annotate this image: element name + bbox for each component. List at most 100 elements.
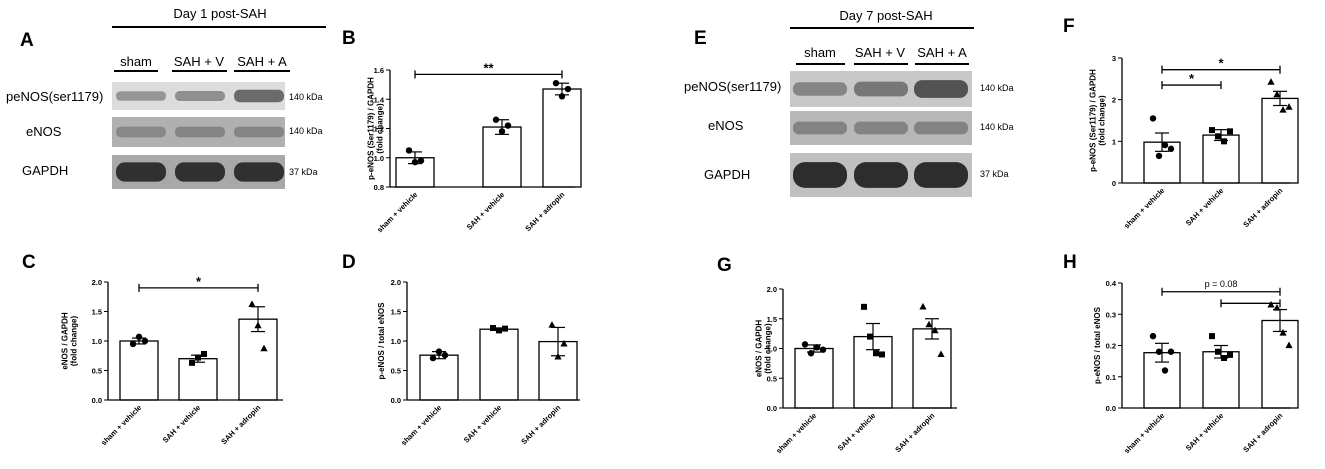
chart-panel-c: C 0.0 0.5 1.0 1.5 2.0 eNOS / GAPDH (fold chang…: [22, 252, 283, 447]
data-point: [1227, 351, 1233, 358]
data-point: [490, 325, 496, 332]
bar: [479, 328, 519, 401]
blot-panel-a: A Day 1 post-SAH sham SAH + V SAH + A pe…: [6, 6, 326, 189]
x-category-label: sham + vehicle: [774, 411, 818, 455]
chart-panel-d: D 0.0 0.5 1.0 1.5 2.0 p-eNOS / total eNOS sham…: [342, 252, 580, 447]
data-point: [1267, 78, 1275, 85]
y-tick-label: 1.0: [391, 337, 401, 346]
data-point: [260, 344, 268, 352]
y-tick-label: 0.5: [391, 367, 401, 376]
bar: [419, 354, 459, 401]
y-axis-label: (fold change): [70, 316, 79, 367]
data-point: [1161, 141, 1169, 149]
y-axis-label: (fold change): [764, 323, 773, 374]
x-category-label: sham + vehicle: [1122, 411, 1166, 455]
x-category-label: SAH + vehicle: [1184, 411, 1226, 453]
panel-letter-h: H: [1063, 252, 1077, 273]
blot-bands-a: [116, 89, 284, 182]
data-point: [801, 341, 809, 348]
data-point: [195, 354, 201, 361]
y-tick-label: 0.1: [1106, 373, 1116, 382]
x-category-label: sham + vehicle: [375, 190, 419, 234]
chart-b: 0.8 1.0 1.2 1.4 1.6 p-eNOS (Ser1179) / GAPDH(…: [367, 60, 582, 234]
y-tick-label: 1.5: [767, 315, 777, 324]
blot-row-label-e-1: peNOS(ser1179): [684, 79, 781, 94]
bar: [178, 358, 218, 401]
chart-panel-f: F 0 1 2 3 p-eNOS (Ser1179) / GAPDH (fold chan…: [1063, 16, 1299, 230]
data-point: [496, 327, 502, 334]
bar: [1261, 319, 1299, 409]
lane-label-e-2: SAH + V: [855, 45, 906, 60]
kda-label-e-3: 37 kDa: [980, 169, 1009, 179]
y-tick-label: 1.0: [92, 337, 102, 346]
data-point: [867, 333, 873, 340]
blot-band: [914, 162, 968, 188]
data-point: [1149, 332, 1157, 340]
blot-band: [234, 126, 284, 138]
data-point: [502, 325, 508, 332]
lane-label-a-1: sham: [120, 54, 152, 69]
data-point: [931, 326, 939, 334]
data-point: [1279, 329, 1287, 336]
data-point: [411, 158, 419, 166]
blot-band: [914, 80, 968, 98]
data-point: [1209, 333, 1215, 340]
chart-h: 0.0 0.1 0.2 0.3 0.4 p-eNOS / total eNOS sham +…: [1093, 279, 1299, 455]
blot-title-a: Day 1 post-SAH: [173, 6, 266, 21]
y-tick-label: 1: [1112, 137, 1116, 146]
data-point: [1155, 348, 1163, 355]
data-point: [1221, 355, 1227, 361]
data-point: [1215, 133, 1221, 140]
data-point: [135, 333, 143, 341]
data-point: [937, 350, 945, 358]
data-point: [1273, 304, 1281, 311]
data-point: [1285, 103, 1293, 110]
kda-label-e-1: 140 kDa: [980, 83, 1014, 93]
data-point: [429, 354, 437, 362]
y-axis-label: (fold change): [1098, 95, 1107, 146]
data-point: [554, 352, 562, 360]
y-tick-label: 1.5: [391, 308, 401, 317]
y-axis-label: eNOS / GAPDH: [755, 320, 764, 378]
data-point: [1221, 138, 1227, 145]
blot-band: [793, 82, 847, 96]
x-category-label: sham + vehicle: [1122, 186, 1166, 230]
y-axis-label: (fold change): [376, 103, 385, 154]
data-point: [1227, 128, 1233, 135]
x-category-label: SAH + adropin: [893, 411, 936, 454]
data-point: [919, 302, 927, 310]
significance-label: *: [1218, 56, 1224, 71]
blot-title-e: Day 7 post-SAH: [839, 8, 932, 23]
data-point: [492, 116, 500, 123]
data-point: [1273, 90, 1281, 98]
data-point: [873, 350, 879, 357]
data-point: [552, 79, 560, 87]
x-category-label: sham + vehicle: [399, 403, 443, 447]
y-tick-label: 2: [1112, 96, 1116, 105]
x-category-label: SAH + adropin: [519, 403, 562, 446]
x-category-label: SAH + vehicle: [161, 403, 203, 445]
data-point: [1167, 145, 1175, 153]
chart-panel-b: B 0.8 1.0 1.2 1.4 1.6 p-eNOS (Ser1179) / GAPD…: [342, 28, 582, 234]
blot-band: [116, 91, 166, 101]
bar: [482, 126, 522, 188]
blot-band: [175, 162, 225, 182]
data-point: [1215, 348, 1221, 355]
significance-label: *: [196, 274, 202, 289]
y-tick-label: 1.4: [374, 95, 385, 104]
blot-row-label-e-2: eNOS: [708, 118, 744, 133]
chart-panel-h: H 0.0 0.1 0.2 0.3 0.4 p-eNOS / total eNOS sham…: [1063, 252, 1299, 455]
data-point: [248, 300, 256, 308]
data-point: [879, 351, 885, 358]
bar: [119, 340, 159, 401]
chart-d: 0.0 0.5 1.0 1.5 2.0 p-eNOS / total eNOS sham +…: [377, 278, 580, 447]
data-point: [819, 346, 827, 353]
chart-g: 0.0 0.5 1.0 1.5 2.0 eNOS / GAPDH (fold change)…: [755, 285, 957, 455]
data-point: [813, 344, 821, 351]
data-point: [1285, 341, 1293, 349]
blot-row-label-a-1: peNOS(ser1179): [6, 89, 103, 104]
x-category-label: sham + vehicle: [99, 403, 143, 447]
kda-label-a-3: 37 kDa: [289, 167, 318, 177]
blot-band: [793, 162, 847, 188]
data-point: [435, 348, 443, 355]
